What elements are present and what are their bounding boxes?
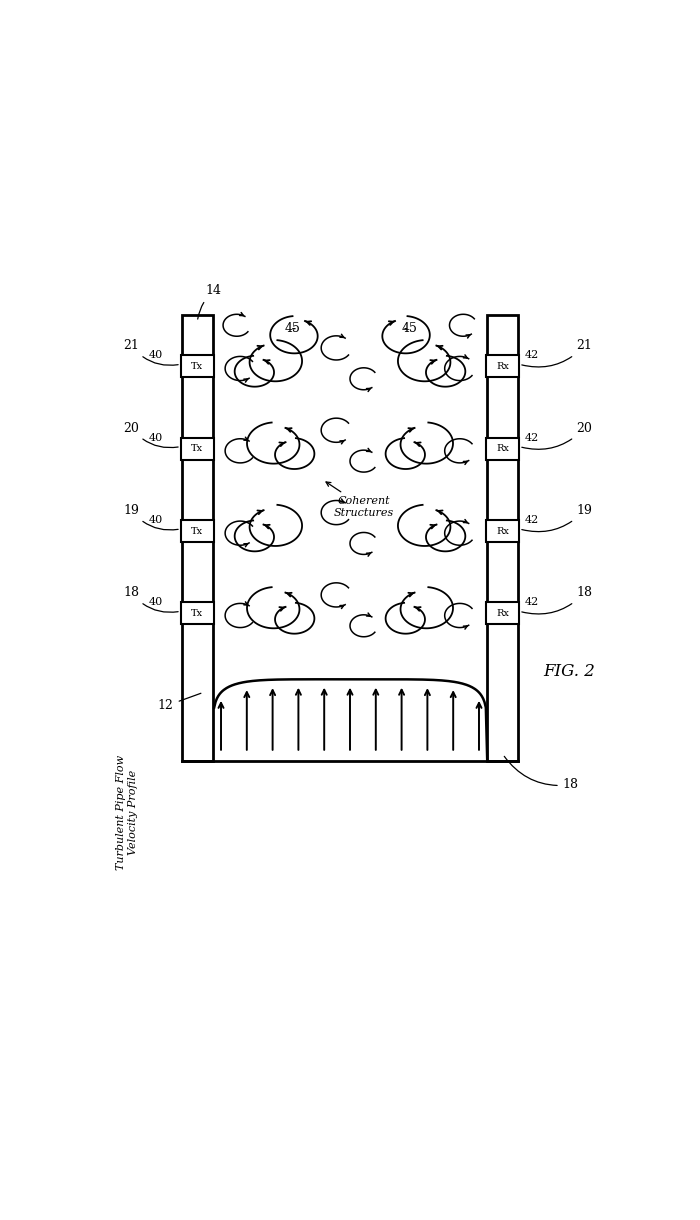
Text: 12: 12 <box>158 693 201 712</box>
Bar <box>486 438 519 460</box>
Text: 19: 19 <box>522 504 592 532</box>
Text: Turbulent Pipe Flow
Velocity Profile: Turbulent Pipe Flow Velocity Profile <box>116 755 138 870</box>
Text: Tx: Tx <box>191 362 204 371</box>
Text: 19: 19 <box>124 504 178 529</box>
Text: 20: 20 <box>522 422 592 449</box>
Text: 18: 18 <box>124 587 178 612</box>
Text: Rx: Rx <box>496 527 509 536</box>
Text: Tx: Tx <box>191 609 204 619</box>
Text: Coherent
Structures: Coherent Structures <box>334 497 394 517</box>
Bar <box>181 438 214 460</box>
Text: 42: 42 <box>525 598 539 608</box>
Text: 18: 18 <box>522 587 592 614</box>
Text: 45: 45 <box>285 322 301 336</box>
Bar <box>486 355 519 377</box>
Text: 42: 42 <box>525 515 539 525</box>
Text: 42: 42 <box>525 433 539 443</box>
Text: 40: 40 <box>149 350 163 360</box>
Text: 21: 21 <box>522 339 592 367</box>
Text: 18: 18 <box>504 756 579 792</box>
Bar <box>486 603 519 625</box>
Bar <box>486 520 519 542</box>
Text: Rx: Rx <box>496 362 509 371</box>
Text: 14: 14 <box>197 284 222 320</box>
Text: 45: 45 <box>402 322 417 336</box>
Text: Tx: Tx <box>191 527 204 536</box>
Text: Tx: Tx <box>191 444 204 454</box>
Text: 21: 21 <box>124 339 178 365</box>
Text: 40: 40 <box>149 515 163 525</box>
Text: Rx: Rx <box>496 609 509 619</box>
Text: Rx: Rx <box>496 444 509 454</box>
Text: 40: 40 <box>149 433 163 443</box>
Bar <box>181 520 214 542</box>
Bar <box>181 355 214 377</box>
Text: 42: 42 <box>525 350 539 360</box>
Text: FIG. 2: FIG. 2 <box>544 664 596 681</box>
Text: 20: 20 <box>124 422 178 448</box>
Bar <box>487 315 518 761</box>
Text: 40: 40 <box>149 598 163 608</box>
Bar <box>182 315 213 761</box>
Bar <box>181 603 214 625</box>
